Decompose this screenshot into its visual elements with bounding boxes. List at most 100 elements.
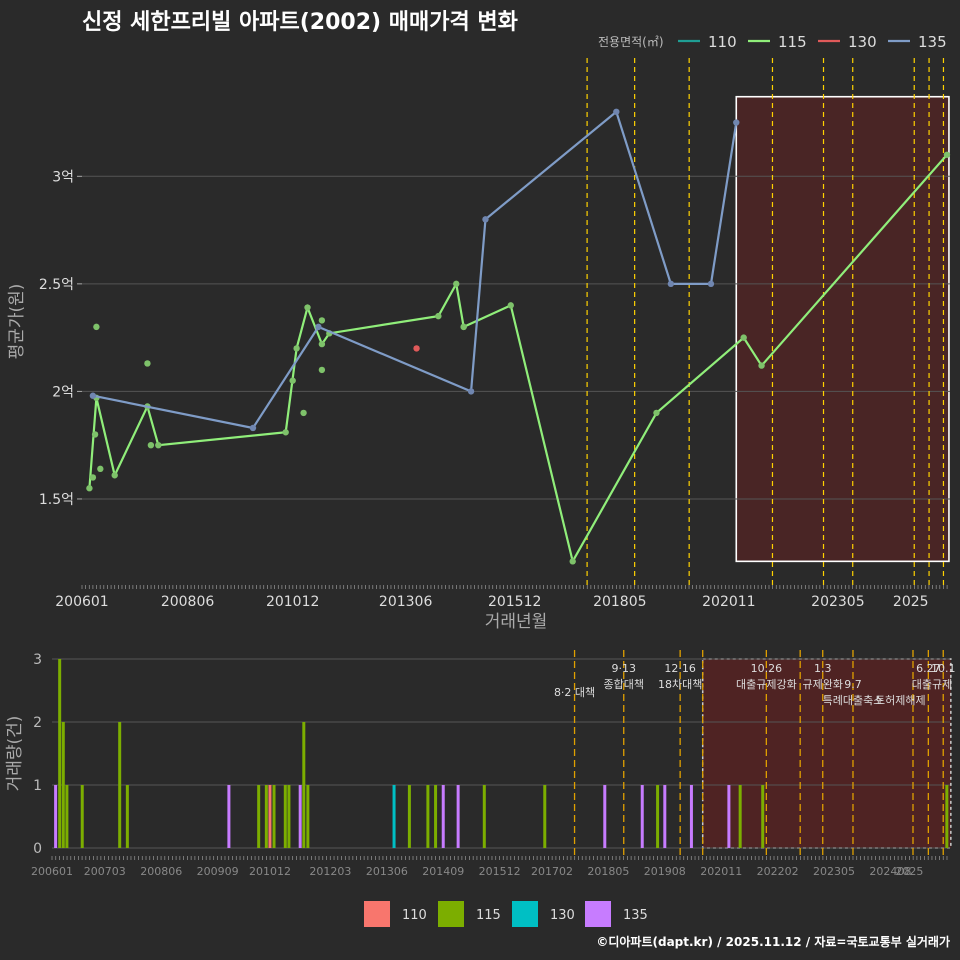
top-xtick-label: 202305 <box>811 594 864 610</box>
volume-bar-115 <box>65 785 69 848</box>
bottom-legend-label-110: 110 <box>402 908 427 923</box>
data-point-135 <box>315 323 322 331</box>
policy-annotation: 6.27 <box>916 662 941 675</box>
bottom-xtick-label: 202011 <box>700 865 742 878</box>
data-point-115 <box>569 558 576 565</box>
volume-bar-110 <box>268 785 272 848</box>
bottom-legend-key-135 <box>585 901 611 927</box>
policy-annotation: 특례대출축소 <box>823 694 884 707</box>
bottom-ytick-label: 2 <box>33 715 42 731</box>
bottom-xtick-label: 201908 <box>644 865 686 878</box>
policy-annotation: 대출규제강화 <box>736 678 797 691</box>
bottom-xtick-label: 201409 <box>422 865 464 878</box>
top-legend-label-130: 130 <box>848 33 877 51</box>
data-point-115 <box>293 345 300 352</box>
data-point-115 <box>507 302 514 309</box>
volume-bar-115 <box>61 722 65 848</box>
bottom-ytick-label: 3 <box>33 652 42 668</box>
bottom-xtick-label: 201702 <box>531 865 573 878</box>
policy-annotation: 18차대책 <box>658 678 702 691</box>
volume-bar-135 <box>441 785 445 848</box>
volume-bar-135 <box>727 785 731 848</box>
data-point-130 <box>413 345 420 352</box>
top-legend-label-115: 115 <box>778 33 807 51</box>
top-xtick-label: 2025 <box>893 594 929 610</box>
policy-annotation: 12·16 <box>664 662 696 675</box>
policy-annotation: 10.26 <box>751 662 783 675</box>
bottom-yaxis-title: 거래량(건) <box>5 716 25 792</box>
volume-bar-115 <box>407 785 411 848</box>
top-xtick-label: 202011 <box>702 594 755 610</box>
top-legend-label-110: 110 <box>708 33 737 51</box>
policy-annotation: 9·13 <box>611 662 636 675</box>
data-point-115 <box>289 377 296 384</box>
data-point-135 <box>707 280 715 288</box>
top-ytick-label: 2.5억 <box>39 277 74 293</box>
bottom-xtick-label: 201012 <box>249 865 291 878</box>
data-point-115 <box>435 312 442 320</box>
volume-bar-115 <box>543 785 547 848</box>
chart-title: 신정 세한프리빌 아파트(2002) 매매가격 변화 <box>82 10 518 35</box>
bottom-xtick-label: 200909 <box>197 865 239 878</box>
data-point-115 <box>97 465 104 473</box>
data-point-115 <box>155 441 162 449</box>
volume-bar-135 <box>298 785 302 848</box>
bottom-highlight-region <box>701 658 952 849</box>
volume-bar-115 <box>125 785 129 848</box>
top-ytick-label: 3억 <box>52 169 74 185</box>
policy-annotation: 9.7 <box>844 678 862 691</box>
data-point-135 <box>482 216 489 223</box>
top-ytick-label: 2억 <box>52 384 74 400</box>
policy-annotation: 종합대책 <box>603 678 643 691</box>
data-point-115 <box>318 366 326 374</box>
volume-bar-115 <box>738 785 742 848</box>
volume-bar-115 <box>283 785 287 848</box>
volume-bar-135 <box>54 785 58 848</box>
policy-annotation: 1.3 <box>814 662 832 675</box>
volume-bar-135 <box>603 785 607 848</box>
data-point-115 <box>86 485 93 492</box>
series-line-135 <box>92 109 738 430</box>
data-point-115 <box>111 472 118 479</box>
data-point-115 <box>304 304 311 311</box>
bottom-legend-key-115 <box>438 901 464 927</box>
volume-bar-115 <box>80 785 84 848</box>
volume-bar-135 <box>640 785 644 848</box>
bottom-xtick-label: 202408 <box>869 865 911 878</box>
bottom-ytick-label: 0 <box>33 841 42 857</box>
bottom-ytick-label: 1 <box>33 778 42 794</box>
bottom-legend-label-130: 130 <box>550 908 575 923</box>
volume-bar-135 <box>663 785 667 848</box>
volume-bar-115 <box>306 785 310 848</box>
data-point-115 <box>300 409 307 417</box>
data-point-115 <box>91 431 99 438</box>
bottom-legend-key-110 <box>364 901 390 927</box>
volume-bar-135 <box>456 785 460 848</box>
policy-annotation: 10.1 <box>931 662 956 675</box>
bottom-xtick-label: 2025 <box>895 865 923 878</box>
volume-bar-115 <box>118 722 122 848</box>
policy-annotation: 8·2 대책 <box>554 686 595 699</box>
volume-bar-115 <box>272 785 276 848</box>
top-xaxis-title: 거래년월 <box>485 612 548 632</box>
bottom-legend-label-115: 115 <box>476 908 501 923</box>
volume-bar-115 <box>656 785 660 848</box>
bottom-xtick-label: 201203 <box>309 865 351 878</box>
data-point-135 <box>467 388 475 395</box>
policy-annotation: 토허제해제 <box>875 693 926 707</box>
top-legend-title: 전용면적(㎡) <box>598 35 664 49</box>
bottom-xtick-label: 202202 <box>757 865 799 878</box>
bottom-xtick-label: 200601 <box>31 865 73 878</box>
bottom-xtick-label: 201306 <box>366 865 408 878</box>
top-xtick-label: 201805 <box>593 594 646 610</box>
policy-annotation: 대출규제 <box>912 678 952 691</box>
data-point-115 <box>89 474 97 481</box>
data-point-115 <box>740 334 747 341</box>
volume-bar-115 <box>482 785 486 848</box>
bottom-xtick-label: 200806 <box>140 865 182 878</box>
volume-bar-115 <box>434 785 438 848</box>
volume-bar-135 <box>227 785 231 848</box>
volume-bar-115 <box>761 785 765 848</box>
volume-bar-115 <box>945 785 949 848</box>
